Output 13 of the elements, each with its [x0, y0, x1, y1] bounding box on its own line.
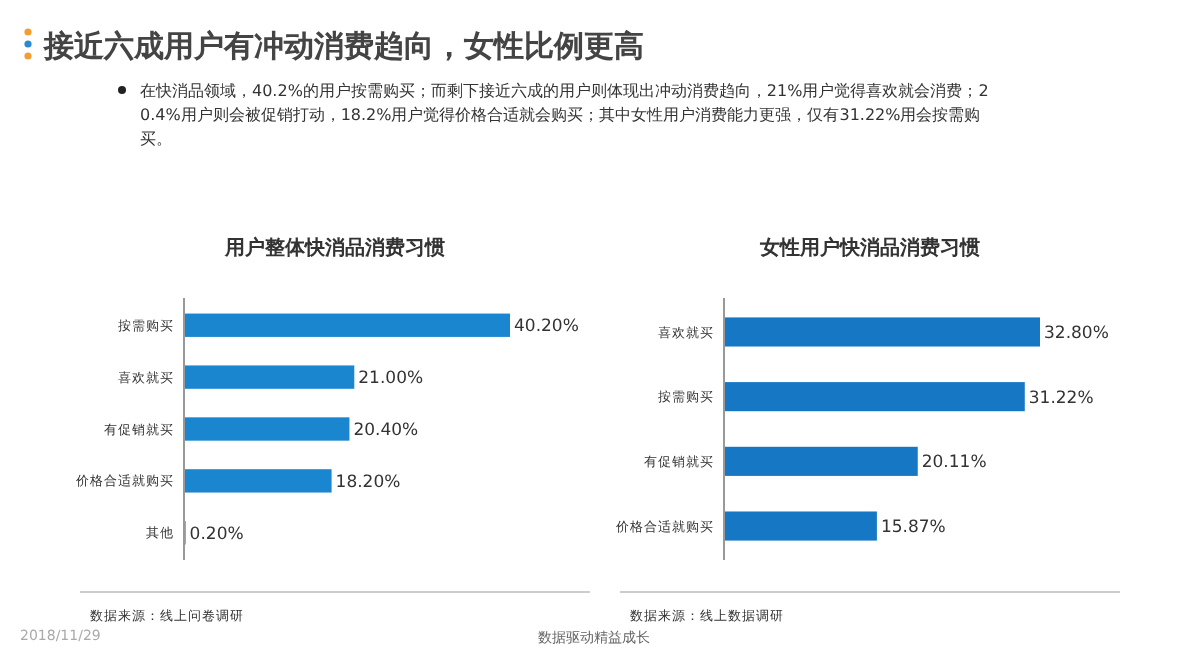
data-label: 20.11% — [921, 453, 987, 474]
data-label: 31.22% — [1028, 388, 1094, 409]
data-label: 32.80% — [1044, 323, 1109, 344]
data-label: 15.87% — [880, 517, 946, 538]
text: 接近六成用户有冲动消费趋向，女性比例更高 — [42, 28, 644, 64]
data-label: 40.20% — [514, 317, 579, 338]
data-label: 21.00% — [358, 369, 424, 390]
data-label: 20.40% — [353, 420, 419, 441]
text: 在快消品领域，40.2%的用户按需购买；而剩下接近六成的用户则体现出冲动消费趋向，21%用户觉得喜欢就会消费；20.4%用户则会被促销打动，18.2%用户觉得价格合适就会购买；其中女性用户消费能力更强，仅有31.22%用会按需购买。 — [140, 82, 989, 148]
data-label: 0.20% — [189, 524, 244, 545]
chart-title: 用户整体快消品消费习惯 — [223, 236, 445, 260]
chart-title: 女性用户快消品消费习惯 — [758, 236, 980, 260]
data-label: 18.20% — [335, 472, 401, 493]
